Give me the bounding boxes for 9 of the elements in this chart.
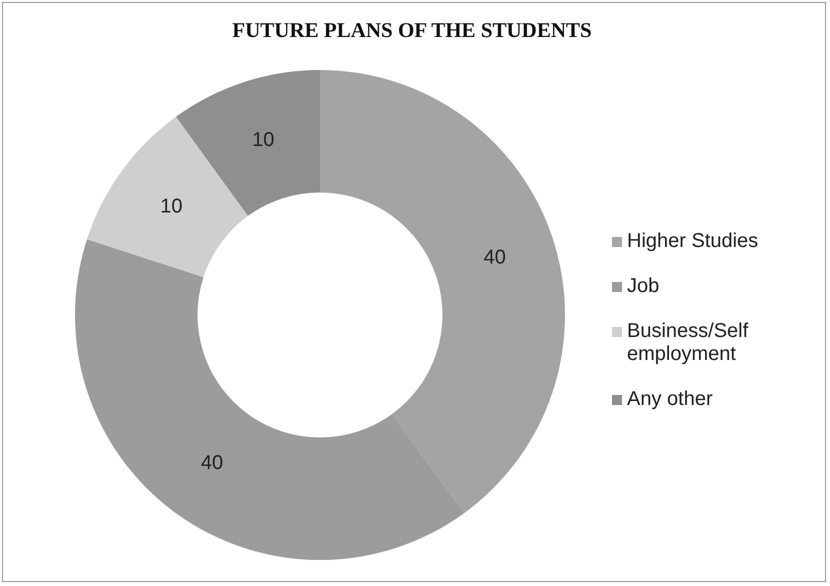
- data-label: 10: [160, 196, 182, 218]
- data-label: 10: [252, 128, 274, 151]
- legend-label: Higher Studies: [627, 230, 758, 253]
- legend-label: Any other: [627, 388, 713, 411]
- data-label: 40: [484, 246, 506, 269]
- legend-label: Business/Self employment: [627, 320, 750, 366]
- chart-title: FUTURE PLANS OF THE STUDENTS: [231, 18, 593, 43]
- legend-label: Job: [627, 275, 660, 298]
- data-label: 40: [200, 452, 224, 474]
